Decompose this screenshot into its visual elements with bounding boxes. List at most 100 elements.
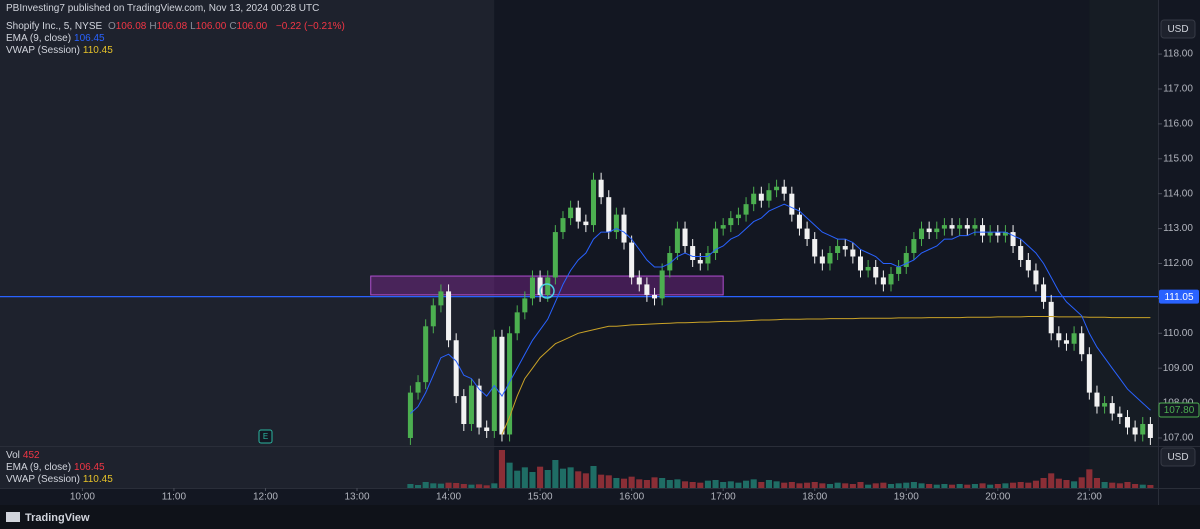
volume-bar [544,470,551,488]
hline-tag [1159,289,1199,304]
candle-body [1018,246,1024,260]
volume-bar [659,478,666,488]
volume-bar [1040,478,1047,488]
ohlc: O106.08 H106.08 L106.00 C106.00 [108,21,270,32]
candle-body [438,291,444,306]
x-tick-label: 14:00 [436,492,461,503]
x-tick-label: 10:00 [70,492,95,503]
x-tick-label: 12:00 [253,492,278,503]
currency-box[interactable] [1160,19,1196,39]
y-tick-label: 107.00 [1163,433,1194,444]
volume-bar [697,482,704,488]
candle-body [545,277,551,295]
candle-body [919,228,925,240]
candle-body [507,333,513,435]
volume-bar [1086,469,1093,488]
candle-body [1132,427,1138,435]
volume-bar [834,482,841,488]
candle-body [758,193,764,201]
vol-label: Vol [6,450,20,461]
hline-tag-label: 111.05 [1164,292,1194,303]
candle-body [514,312,520,334]
y-tick-label: 113.00 [1163,223,1193,234]
candle-body [1094,392,1100,407]
candle-body [1086,354,1092,393]
candle-body [873,266,879,278]
candle-body [468,385,474,425]
volume-bar [735,482,742,488]
volume-bar [590,466,597,488]
candle-body [644,284,650,295]
change: −0.22 (−0.21%) [275,21,345,32]
ema-legend: EMA (9, close) 106.45 [6,33,108,44]
candle-body [583,221,589,226]
volume-bar [910,482,917,488]
candle-body [766,190,772,201]
candle-body [713,228,719,254]
candle-body [491,336,497,431]
volume-bar [445,482,452,488]
y-tick-label: 114.00 [1163,188,1193,199]
volume-bar [880,482,887,488]
candle-body [995,232,1001,236]
candle-body [1079,333,1085,355]
volume-bar [765,480,772,488]
volume-bar [796,483,803,488]
byline: PBInvesting7 published on TradingView.co… [6,3,320,14]
volume-bar [582,473,589,488]
candle-body [1056,333,1062,341]
earnings-icon[interactable] [258,429,273,444]
candle-body [735,214,741,219]
volume-bar [971,484,978,488]
volume-bar [414,485,422,488]
volume-bar [460,484,467,488]
candle-body [880,277,886,285]
volume-bar [903,482,910,488]
volume-bar [529,472,536,488]
ohlc-key: O [107,21,116,32]
candle-body [819,256,825,264]
volume-bar [613,478,620,488]
candle-body [957,225,963,229]
candle-body [774,186,780,191]
volume-bar [514,470,521,488]
candle-body [903,253,909,267]
volume-bar [865,484,872,488]
volume-bar [1109,482,1116,488]
symbol-legend: Shopify Inc., 5, NYSE O106.08 H106.08 L106… [6,21,348,32]
ohlc-value: 106.00 [236,21,268,32]
y-tick-label: 109.00 [1163,363,1194,374]
logo [6,512,20,522]
candle-body [674,228,680,254]
candle-body [720,225,726,229]
currency: USD [1167,24,1188,35]
volume-bar [437,483,444,488]
volume-bar [979,483,986,488]
ohlc-key: L [190,21,196,32]
ema-label: EMA (9, close) [6,33,72,44]
volume-bar [895,483,902,488]
y-tick-label: 118.00 [1163,49,1193,60]
candle-body [1124,417,1131,428]
candle-body [522,298,528,313]
ohlc-key: C [229,21,237,32]
annotation-circle [539,283,555,299]
candle-body [598,179,604,198]
candle-body [453,340,459,397]
volume-bar [1071,481,1078,488]
volume-bar [1055,478,1062,488]
volume-bar [788,482,795,488]
volume-bar [567,467,574,488]
candle-body [804,228,810,240]
candle-body [1147,424,1153,438]
volume-bar [842,483,849,488]
x-tick-label: 20:00 [985,492,1010,503]
candle-body [743,204,749,215]
candle-body [796,214,802,229]
volume-bar [704,480,711,488]
candle-body [705,253,711,264]
volume-bar [491,483,498,488]
currency-box[interactable] [1160,447,1196,467]
y-tick-label: 116.00 [1163,119,1193,130]
x-tick-label: 15:00 [528,492,553,503]
